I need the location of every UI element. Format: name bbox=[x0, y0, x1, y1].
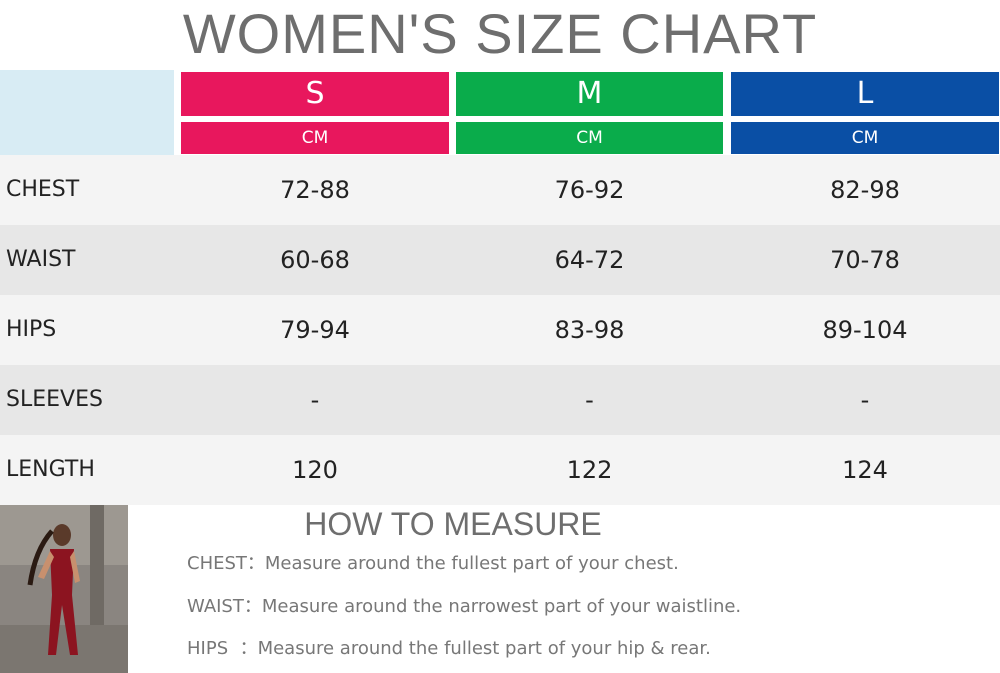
size-value: 83-98 bbox=[554, 316, 625, 344]
measure-title: HOW TO MEASURE bbox=[304, 506, 602, 542]
instruction-text: Measure around the fullest part of your … bbox=[264, 553, 679, 574]
row-label: SLEEVES bbox=[6, 387, 103, 412]
title: WOMEN'S SIZE CHART bbox=[182, 2, 818, 65]
unit-header: CM bbox=[181, 122, 449, 154]
measure-instruction: CHEST：Measure around the fullest part of… bbox=[187, 550, 679, 578]
header-corner bbox=[0, 70, 174, 155]
size-value: 64-72 bbox=[554, 246, 625, 274]
instruction-label: WAIST： bbox=[187, 595, 262, 617]
unit-header: CM bbox=[456, 122, 723, 154]
size-value: 124 bbox=[842, 456, 888, 484]
size-value: - bbox=[310, 386, 320, 414]
size-value: 76-92 bbox=[554, 176, 625, 204]
size-header: M bbox=[456, 72, 723, 116]
instruction-label: CHEST： bbox=[187, 553, 265, 574]
size-value: 120 bbox=[292, 456, 338, 484]
table-row bbox=[0, 365, 1000, 435]
size-value: 72-88 bbox=[280, 176, 350, 204]
size-value: 60-68 bbox=[280, 246, 350, 274]
size-value: - bbox=[860, 386, 870, 414]
size-value: 82-98 bbox=[830, 176, 900, 204]
size-header: L bbox=[731, 72, 999, 116]
size-value: 70-78 bbox=[830, 246, 900, 274]
instruction-label: HIPS ： bbox=[187, 638, 258, 659]
table-row bbox=[0, 225, 1000, 295]
table-row bbox=[0, 295, 1000, 365]
unit-header: CM bbox=[731, 122, 999, 154]
instruction-text: Measure around the fullest part of your … bbox=[257, 638, 711, 659]
measure-instruction: WAIST：Measure around the narrowest part … bbox=[187, 593, 741, 621]
size-header: S bbox=[181, 72, 449, 116]
row-label: HIPS bbox=[6, 317, 57, 342]
model-photo bbox=[0, 505, 128, 673]
table-row bbox=[0, 155, 1000, 225]
size-value: 79-94 bbox=[280, 316, 350, 344]
measure-instruction: HIPS ：Measure around the fullest part of… bbox=[187, 635, 711, 663]
size-value: - bbox=[585, 386, 594, 414]
row-label: CHEST bbox=[6, 177, 80, 202]
row-label: WAIST bbox=[6, 247, 76, 272]
size-value: 122 bbox=[566, 456, 613, 484]
instruction-text: Measure around the narrowest part of you… bbox=[261, 595, 742, 617]
size-value: 89-104 bbox=[822, 316, 908, 344]
table-row bbox=[0, 435, 1000, 505]
row-label: LENGTH bbox=[6, 457, 95, 482]
